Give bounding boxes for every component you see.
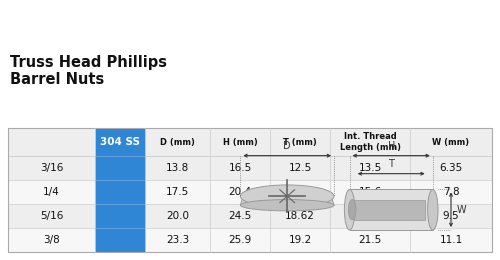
Text: 23.3: 23.3: [166, 235, 189, 245]
Text: 9.5: 9.5: [442, 211, 460, 221]
Text: T (mm): T (mm): [283, 138, 317, 146]
Text: 15.6: 15.6: [358, 187, 382, 197]
Text: D: D: [284, 141, 291, 151]
Text: 15.3: 15.3: [288, 187, 312, 197]
FancyBboxPatch shape: [350, 190, 433, 230]
Bar: [95, 204, 145, 228]
Polygon shape: [240, 196, 334, 205]
Text: 13.8: 13.8: [166, 163, 189, 173]
Text: 20.4: 20.4: [228, 187, 252, 197]
Text: 17.5: 17.5: [166, 187, 189, 197]
Text: 7.8: 7.8: [442, 187, 460, 197]
Text: 3/8: 3/8: [43, 235, 60, 245]
Text: 19.2: 19.2: [288, 235, 312, 245]
Bar: [8, 180, 492, 204]
Text: H (mm): H (mm): [222, 138, 258, 146]
Ellipse shape: [240, 185, 334, 207]
Text: 18.62: 18.62: [285, 211, 315, 221]
Bar: [95, 180, 145, 204]
Bar: [8, 204, 492, 228]
Text: 5/16: 5/16: [40, 211, 63, 221]
Text: 304 SS: 304 SS: [100, 137, 140, 147]
Text: 21.5: 21.5: [358, 235, 382, 245]
Bar: [8, 228, 492, 252]
Text: 1/4: 1/4: [43, 187, 60, 197]
Text: H: H: [388, 141, 395, 151]
Ellipse shape: [348, 200, 356, 220]
Bar: [8, 156, 492, 180]
Text: 6.35: 6.35: [440, 163, 462, 173]
Text: 25.9: 25.9: [228, 235, 252, 245]
Text: 24.5: 24.5: [228, 211, 252, 221]
Text: T: T: [388, 159, 394, 169]
FancyBboxPatch shape: [352, 200, 425, 220]
Text: 19.0: 19.0: [358, 211, 382, 221]
Text: 3/16: 3/16: [40, 163, 63, 173]
Bar: [95, 228, 145, 252]
Text: 13.5: 13.5: [358, 163, 382, 173]
Ellipse shape: [344, 190, 355, 230]
Text: 16.5: 16.5: [228, 163, 252, 173]
Text: Barrel Nuts: Barrel Nuts: [10, 72, 104, 87]
Text: W (mm): W (mm): [432, 138, 470, 146]
Ellipse shape: [240, 200, 334, 211]
Bar: [8, 128, 492, 252]
Text: 12.5: 12.5: [288, 163, 312, 173]
Text: 11.1: 11.1: [440, 235, 462, 245]
Text: Truss Head Phillips: Truss Head Phillips: [10, 55, 167, 70]
Text: Int. Thread
Length (mm): Int. Thread Length (mm): [340, 132, 400, 152]
Text: W: W: [456, 205, 466, 215]
Bar: [95, 128, 145, 156]
Text: D (mm): D (mm): [160, 138, 195, 146]
Text: 20.0: 20.0: [166, 211, 189, 221]
Bar: [8, 128, 492, 156]
Bar: [95, 156, 145, 180]
Ellipse shape: [428, 190, 438, 230]
